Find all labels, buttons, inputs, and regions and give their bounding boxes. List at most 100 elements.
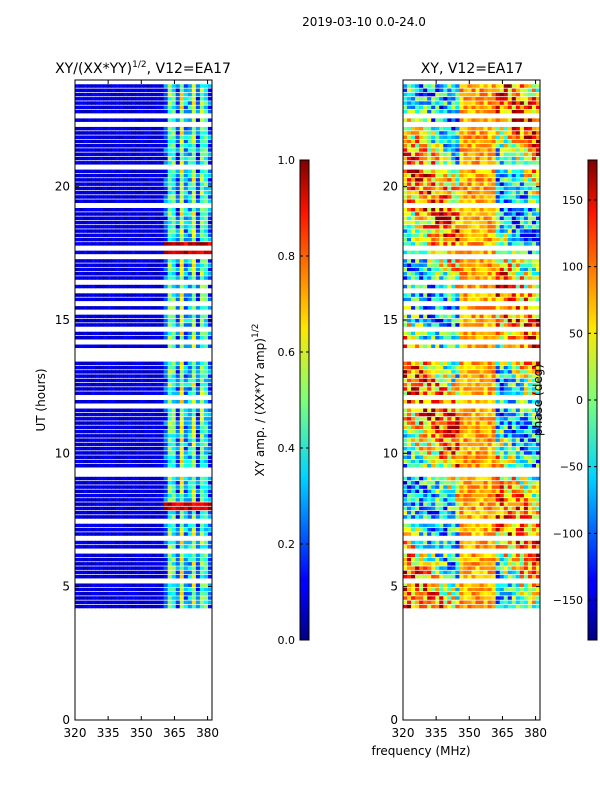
heatmap-cell [139, 425, 145, 430]
heatmap-cell [187, 118, 193, 122]
heatmap-cell [523, 506, 529, 511]
heatmap-cell [515, 570, 521, 575]
heatmap-cell [75, 400, 80, 404]
heatmap-cell [143, 148, 149, 152]
heatmap-cell [127, 144, 133, 148]
heatmap-cell [187, 109, 193, 114]
heatmap-cell [107, 92, 112, 97]
heatmap-cell [439, 540, 444, 545]
heatmap-cell [207, 455, 212, 459]
heatmap-cell [203, 455, 209, 459]
heatmap-cell [407, 523, 412, 528]
heatmap-cell [447, 421, 452, 425]
heatmap-cell [115, 216, 120, 221]
heatmap-cell [135, 272, 141, 276]
heatmap-cell [123, 242, 128, 246]
heatmap-cell [75, 562, 80, 566]
heatmap-cell [139, 105, 145, 110]
heatmap-cell [167, 344, 173, 349]
heatmap-cell [123, 208, 128, 212]
heatmap-cell [191, 446, 197, 451]
heatmap-cell [507, 502, 513, 506]
heatmap-cell [123, 126, 128, 131]
heatmap-cell [439, 408, 444, 413]
heatmap-cell [119, 532, 124, 536]
heatmap-cell [499, 476, 505, 481]
heatmap-cell [459, 485, 465, 489]
heatmap-cell [187, 446, 193, 451]
heatmap-cell [459, 464, 465, 468]
heatmap-cell [443, 446, 448, 451]
heatmap-cell [195, 562, 201, 566]
heatmap-cell [187, 489, 193, 494]
heatmap-cell [87, 545, 92, 549]
heatmap-cell [107, 182, 112, 186]
heatmap-cell [123, 574, 128, 579]
heatmap-cell [531, 459, 537, 464]
heatmap-cell [95, 429, 100, 434]
heatmap-cell [427, 587, 432, 592]
heatmap-cell [143, 400, 149, 404]
heatmap-cell [483, 489, 489, 494]
heatmap-cell [95, 323, 100, 327]
heatmap-cell [79, 400, 84, 404]
heatmap-cell [147, 173, 153, 178]
heatmap-cell [127, 391, 133, 395]
heatmap-cell [115, 442, 120, 447]
heatmap-cell [135, 540, 141, 545]
heatmap-cell [503, 493, 509, 498]
heatmap-cell [123, 148, 128, 152]
heatmap-cell [183, 574, 189, 579]
heatmap-cell [95, 481, 100, 485]
heatmap-cell [199, 446, 205, 451]
heatmap-cell [163, 242, 169, 246]
heatmap-cell [423, 451, 428, 455]
heatmap-cell [95, 566, 100, 570]
heatmap-cell [159, 489, 165, 494]
heatmap-cell [527, 502, 533, 506]
heatmap-cell [435, 498, 440, 502]
heatmap-cell [147, 259, 153, 263]
heatmap-cell [195, 596, 201, 600]
heatmap-cell [207, 545, 212, 549]
heatmap-cell [451, 498, 456, 502]
heatmap-cell [455, 523, 461, 528]
heatmap-cell [183, 148, 189, 152]
heatmap-cell [167, 97, 173, 101]
heatmap-cell [123, 139, 128, 144]
heatmap-cell [495, 446, 501, 451]
heatmap-cell [107, 293, 112, 297]
heatmap-cell [475, 528, 481, 532]
heatmap-cell [79, 387, 84, 391]
heatmap-cell [115, 225, 120, 229]
heatmap-cell [483, 429, 489, 434]
heatmap-cell [199, 259, 205, 263]
heatmap-cell [455, 592, 461, 596]
heatmap-cell [203, 408, 209, 413]
heatmap-cell [479, 455, 485, 459]
heatmap-cell [75, 566, 80, 570]
heatmap-cell [171, 109, 177, 114]
heatmap-cell [175, 583, 181, 587]
heatmap-cell [119, 208, 124, 212]
heatmap-cell [135, 566, 141, 570]
heatmap-cell [103, 528, 108, 532]
heatmap-cell [155, 92, 161, 97]
heatmap-cell [411, 532, 416, 536]
heatmap-cell [503, 510, 509, 515]
heatmap-cell [119, 523, 124, 528]
heatmap-cell [523, 417, 529, 421]
heatmap-cell [171, 365, 177, 370]
heatmap-cell [155, 382, 161, 387]
heatmap-cell [179, 323, 185, 327]
heatmap-cell [115, 604, 120, 609]
heatmap-cell [519, 489, 525, 494]
heatmap-cell [147, 242, 153, 246]
heatmap-cell [443, 574, 448, 579]
heatmap-cell [519, 493, 525, 498]
heatmap-cell [119, 126, 124, 131]
heatmap-cell [535, 570, 540, 575]
heatmap-cell [95, 190, 100, 195]
heatmap-cell [483, 553, 489, 558]
heatmap-cell [519, 506, 525, 511]
